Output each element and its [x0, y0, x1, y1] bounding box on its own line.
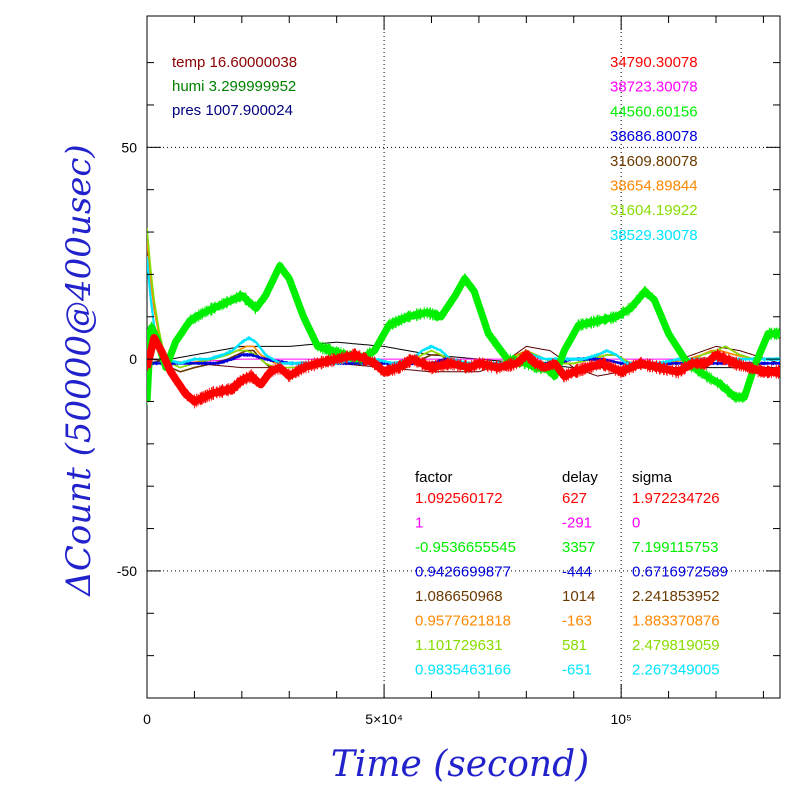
ticks-group: 0 5×10⁴ 10⁵ 50 0 -50	[117, 16, 780, 727]
stats-factor-value: 1	[415, 515, 423, 532]
y-axis-title: ΔCount (50000@400usec)	[59, 144, 99, 597]
stats-sigma-value: 2.267349005	[632, 662, 720, 679]
series-mean-label: 38686.80078	[610, 128, 698, 145]
stats-factor-value: 1.101729631	[415, 637, 503, 654]
series-line-0-band	[147, 334, 780, 409]
y-tick-label: 50	[121, 139, 137, 155]
series-mean-label: 38723.30078	[610, 79, 698, 96]
series-line-5	[147, 240, 780, 365]
stats-header-factor: factor	[415, 469, 453, 486]
stats-header-delay: delay	[562, 469, 598, 486]
series-mean-label: 31604.19922	[610, 202, 698, 219]
env-label: temp 16.60000038	[172, 54, 297, 71]
stats-sigma-value: 2.479819059	[632, 637, 720, 654]
env-label: humi 3.299999952	[172, 78, 296, 95]
text-group: temp 16.60000038 humi 3.299999952 pres 100…	[172, 54, 728, 679]
stats-factor-value: 1.092560172	[415, 490, 503, 507]
x-tick-label: 5×10⁴	[365, 711, 403, 727]
x-tick-label: 0	[143, 711, 151, 727]
stats-delay-value: 3357	[562, 539, 595, 556]
stats-factor-value: -0.9536655545	[415, 539, 516, 556]
series-mean-label: 38654.89844	[610, 178, 698, 195]
stats-factor-value: 0.9835463166	[415, 662, 511, 679]
series-group	[147, 227, 780, 409]
series-mean-label: 31609.80078	[610, 153, 698, 170]
stats-factor-value: 0.9577621818	[415, 613, 511, 630]
stats-factor-value: 0.9426699877	[415, 564, 511, 581]
stats-sigma-value: 2.241853952	[632, 588, 720, 605]
stats-sigma-value: 1.972234726	[632, 490, 720, 507]
stats-delay-value: 1014	[562, 588, 595, 605]
stats-delay-value: -163	[562, 613, 592, 630]
stats-sigma-value: 0.6716972589	[632, 564, 728, 581]
x-axis-title: Time (second)	[331, 744, 589, 785]
stats-delay-value: -651	[562, 662, 592, 679]
y-tick-label: 0	[129, 351, 137, 367]
stats-delay-value: 627	[562, 490, 587, 507]
series-mean-label: 38529.30078	[610, 227, 698, 244]
stats-sigma-value: 1.883370876	[632, 613, 720, 630]
stats-delay-value: 581	[562, 637, 587, 654]
series-mean-label: 44560.60156	[610, 103, 698, 120]
series-line-7	[147, 257, 780, 365]
env-label: pres 1007.900024	[172, 102, 293, 119]
stats-factor-value: 1.086650968	[415, 588, 503, 605]
x-tick-label: 10⁵	[610, 711, 631, 727]
stats-delay-value: -291	[562, 515, 592, 532]
stats-sigma-value: 7.199115753	[632, 539, 718, 556]
stats-sigma-value: 0	[632, 515, 640, 532]
stats-delay-value: -444	[562, 564, 592, 581]
series-mean-label: 34790.30078	[610, 54, 698, 71]
stats-header-sigma: sigma	[632, 469, 673, 486]
y-tick-label: -50	[117, 563, 137, 579]
